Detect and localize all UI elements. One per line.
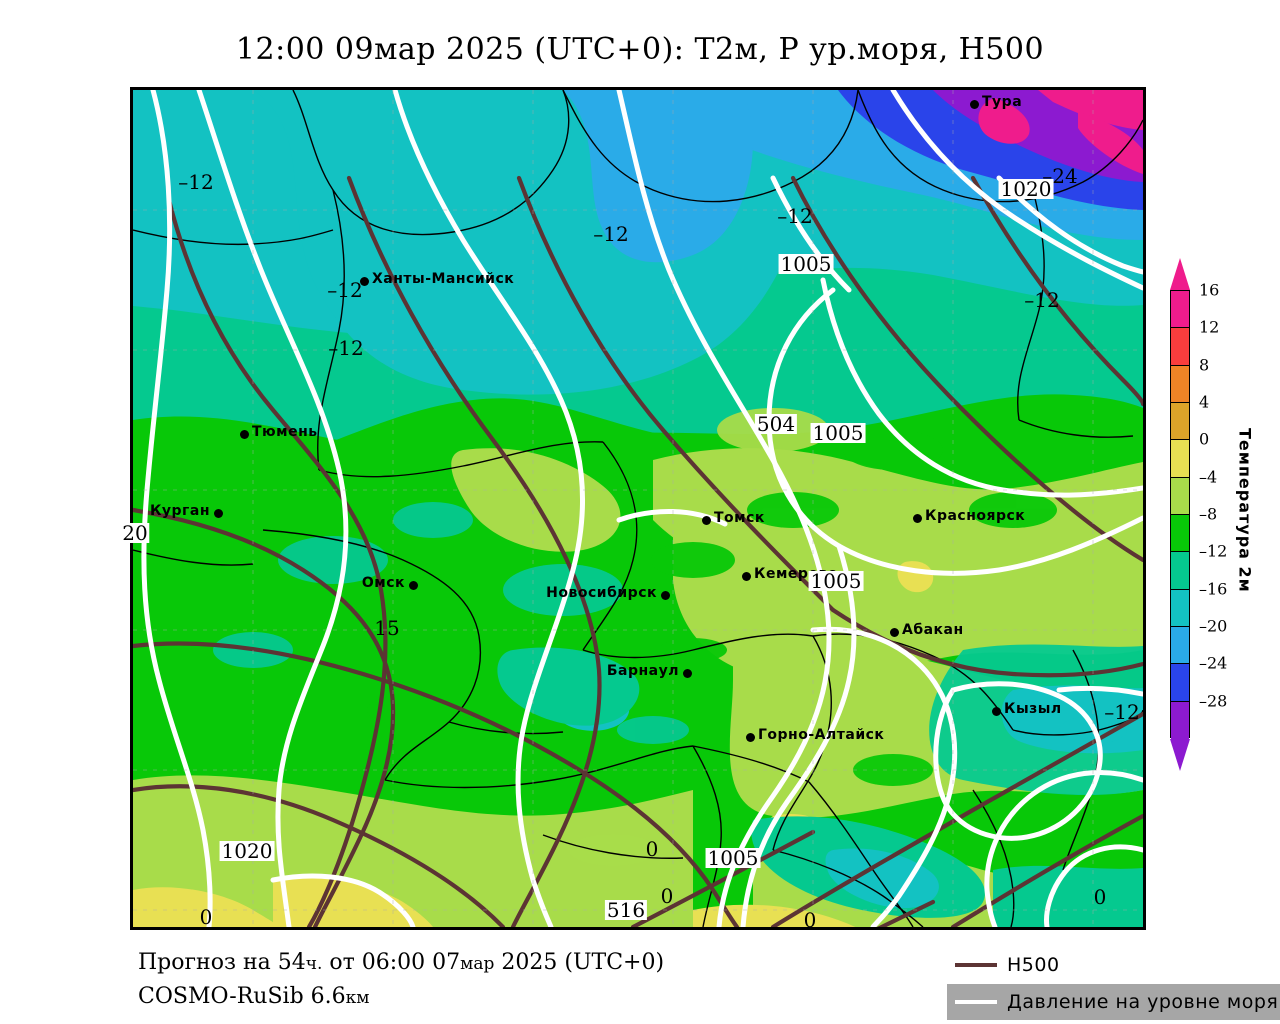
colorbar-tick-label: 16 [1199, 280, 1220, 300]
colorbar-tick-label: –24 [1199, 653, 1228, 673]
city-dot-icon [742, 572, 751, 581]
forecast-info-d: мар [460, 954, 495, 974]
legend-mslp: Давление на уровне моря [947, 984, 1280, 1020]
city-label: Курган [149, 503, 210, 519]
model-info-b: км [345, 988, 370, 1008]
colorbar-segment [1171, 365, 1189, 403]
model-info: COSMO-RuSib 6.6км [138, 984, 370, 1009]
h500-line-swatch [955, 963, 997, 967]
colorbar-ticks: 16 12 8 4 0 –4 –8 –12 –16 –20 –24 –28 [1163, 258, 1280, 770]
forecast-info: Прогноз на 54ч. от 06:00 07мар 2025 (UTC… [138, 950, 664, 975]
colorbar-title: Температура 2м [1235, 427, 1255, 593]
colorbar-segment [1171, 328, 1189, 366]
colorbar-segment [1171, 626, 1189, 665]
city-label: Барнаул [606, 663, 679, 679]
city-dot-icon [661, 591, 670, 600]
colorbar-segment [1171, 701, 1189, 739]
city-dot-icon [360, 277, 369, 286]
city-dot-icon [683, 669, 692, 678]
colorbar-segment [1171, 440, 1189, 478]
city-dot-icon [992, 707, 1001, 716]
city-label: Тюмень [252, 424, 318, 440]
colorbar-tick-label: –16 [1199, 579, 1228, 599]
colorbar-tick-label: –8 [1199, 504, 1218, 524]
city-label: Новосибирск [546, 585, 657, 601]
city-dot-icon [409, 581, 418, 590]
weather-map[interactable] [130, 87, 1146, 930]
colorbar-under-arrow [1170, 739, 1190, 771]
colorbar-over-arrow [1170, 258, 1190, 290]
forecast-info-e: 2025 (UTC+0) [494, 950, 665, 975]
colorbar-tick-label: –20 [1199, 616, 1228, 636]
colorbar-tick-label: –4 [1199, 467, 1218, 487]
colorbar-tick-label: 8 [1199, 355, 1210, 375]
colorbar-segment [1171, 402, 1189, 441]
colorbar-segment [1171, 664, 1189, 702]
city-label: Горно-Алтайск [758, 727, 885, 743]
colorbar-segment [1171, 552, 1189, 590]
colorbar-tick-label: 12 [1199, 317, 1220, 337]
h500-legend-label: H500 [1007, 954, 1060, 976]
city-label: Красноярск [925, 508, 1026, 524]
city-dot-icon [890, 628, 899, 637]
legend-h500: H500 [955, 952, 1060, 978]
colorbar-tick-label: –12 [1199, 541, 1228, 561]
forecast-info-b: ч. [305, 954, 323, 974]
city-dot-icon [746, 733, 755, 742]
city-label: Кемерово [754, 566, 838, 582]
colorbar-strip [1170, 290, 1190, 739]
city-dot-icon [214, 509, 223, 518]
forecast-info-a: Прогноз на 54 [138, 950, 306, 975]
colorbar-tick-label: 0 [1199, 429, 1210, 449]
model-info-a: COSMO-RuSib 6.6 [138, 984, 346, 1009]
mslp-legend-label: Давление на уровне моря [1007, 991, 1279, 1013]
city-dot-icon [702, 516, 711, 525]
city-label: Томск [714, 510, 765, 526]
map-canvas [133, 90, 1143, 927]
title-text: 12:00 09мар 2025 (UTC+0): T2м, P ур.моря… [235, 32, 1045, 67]
colorbar-segment [1171, 589, 1189, 627]
city-label: Ханты-Мансийск [372, 271, 515, 287]
colorbar-segment [1171, 514, 1189, 553]
city-label: Кызыл [1004, 701, 1062, 717]
mslp-line-swatch [955, 1000, 997, 1004]
city-label: Тура [982, 94, 1023, 110]
city-label: Абакан [902, 622, 964, 638]
colorbar-tick-label: –28 [1199, 691, 1228, 711]
city-dot-icon [970, 100, 979, 109]
forecast-info-c: от 06:00 07 [322, 950, 461, 975]
colorbar-tick-label: 4 [1199, 392, 1210, 412]
city-dot-icon [913, 514, 922, 523]
city-label: Омск [361, 575, 405, 591]
page-title: 12:00 09мар 2025 (UTC+0): T2м, P ур.моря… [0, 32, 1280, 67]
colorbar[interactable] [1163, 258, 1197, 771]
colorbar-segment [1171, 291, 1189, 329]
colorbar-segment [1171, 477, 1189, 515]
city-dot-icon [240, 430, 249, 439]
